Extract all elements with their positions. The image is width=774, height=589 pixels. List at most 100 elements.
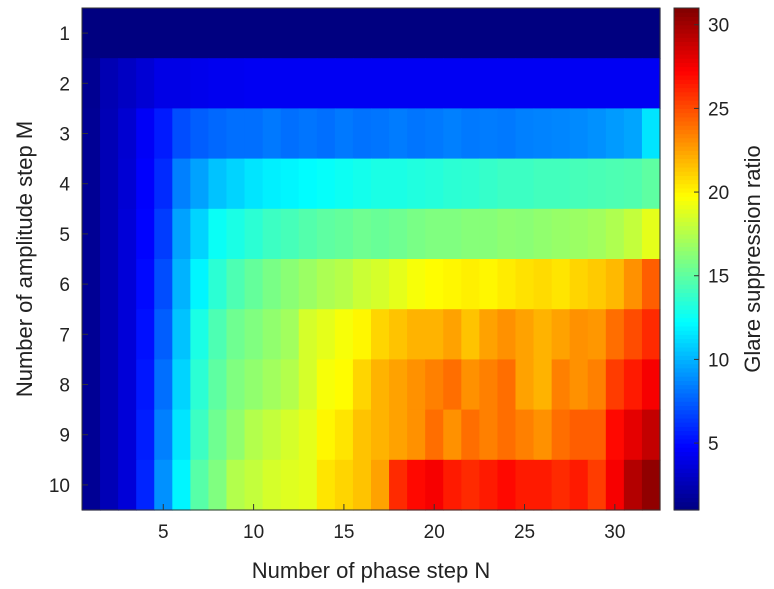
heatmap-cell bbox=[316, 259, 336, 310]
heatmap-cell bbox=[407, 409, 426, 461]
colorbar-label: Glare suppression ratio bbox=[740, 145, 765, 372]
heatmap-cell bbox=[118, 58, 137, 109]
colorbar-segment bbox=[674, 233, 699, 239]
heatmap-cell bbox=[100, 208, 119, 260]
heatmap-cell bbox=[641, 359, 661, 411]
colorbar-segment bbox=[674, 279, 699, 285]
colorbar-segment bbox=[674, 79, 699, 84]
heatmap-cell bbox=[515, 58, 535, 109]
colorbar-segment bbox=[674, 49, 699, 55]
heatmap-cell bbox=[497, 309, 517, 360]
heatmap-cell bbox=[443, 158, 462, 210]
colorbar-segment bbox=[674, 259, 699, 264]
heatmap-cell bbox=[533, 8, 553, 59]
heatmap-cell bbox=[352, 409, 372, 461]
heatmap-cell bbox=[551, 409, 571, 461]
heatmap-cell bbox=[641, 309, 661, 360]
heatmap-cell bbox=[262, 309, 282, 360]
colorbar-segment bbox=[674, 363, 699, 369]
colorbar-segment bbox=[674, 300, 699, 306]
colorbar-segment bbox=[674, 200, 699, 206]
heatmap-cell bbox=[172, 359, 191, 411]
heatmap-cell bbox=[497, 259, 517, 310]
heatmap-cell bbox=[425, 8, 444, 59]
heatmap-cell bbox=[244, 208, 264, 260]
heatmap-cell bbox=[82, 58, 101, 109]
colorbar-segment bbox=[674, 371, 699, 377]
colorbar-segment bbox=[674, 229, 699, 235]
heatmap-cell bbox=[407, 8, 426, 59]
heatmap-cell bbox=[244, 108, 264, 160]
heatmap-cell bbox=[515, 108, 535, 160]
heatmap-cell bbox=[298, 409, 318, 461]
heatmap-cell bbox=[623, 359, 643, 411]
heatmap-cell bbox=[605, 58, 625, 109]
heatmap-cell bbox=[425, 359, 444, 411]
heatmap-cell bbox=[533, 259, 553, 310]
heatmap-cell bbox=[118, 8, 137, 59]
colorbar-segment bbox=[674, 338, 699, 344]
heatmap-cell bbox=[154, 108, 173, 160]
heatmap-cell bbox=[569, 359, 589, 411]
heatmap-cell bbox=[461, 8, 480, 59]
colorbar-segment bbox=[674, 459, 699, 465]
heatmap-cell bbox=[389, 108, 408, 160]
x-axis-label: Number of phase step N bbox=[252, 558, 490, 583]
colorbar-segment bbox=[674, 133, 699, 139]
heatmap-cell bbox=[208, 158, 228, 210]
y-tick-label: 2 bbox=[59, 74, 70, 95]
heatmap-cell bbox=[371, 359, 390, 411]
colorbar-segment bbox=[674, 497, 699, 503]
heatmap-cell bbox=[371, 409, 390, 461]
heatmap-cell bbox=[172, 158, 191, 210]
heatmap-cell bbox=[82, 409, 101, 461]
heatmap-cell bbox=[334, 158, 354, 210]
colorbar-segment bbox=[674, 225, 699, 231]
colorbar-segment bbox=[674, 468, 699, 473]
heatmap-cell bbox=[479, 208, 499, 260]
colorbar-segment bbox=[674, 242, 699, 248]
heatmap-cell bbox=[154, 259, 173, 310]
colorbar-segment bbox=[674, 334, 699, 340]
colorbar-segment bbox=[674, 250, 699, 256]
colorbar-segment bbox=[674, 208, 699, 214]
heatmap-cell bbox=[334, 259, 354, 310]
heatmap-cell bbox=[226, 58, 246, 109]
heatmap-cell bbox=[569, 8, 589, 59]
heatmap-cell bbox=[497, 158, 517, 210]
y-tick-label: 1 bbox=[59, 24, 70, 45]
heatmap-cell bbox=[244, 309, 264, 360]
heatmap-cell bbox=[316, 158, 336, 210]
colorbar-segment bbox=[674, 505, 699, 511]
heatmap-cell bbox=[154, 359, 173, 411]
heatmap-cell bbox=[154, 58, 173, 109]
heatmap-cell bbox=[425, 409, 444, 461]
heatmap-cell bbox=[136, 309, 155, 360]
heatmap-cell bbox=[136, 359, 155, 411]
heatmap-cell bbox=[208, 409, 228, 461]
heatmap-cell bbox=[190, 459, 210, 511]
heatmap-cell bbox=[244, 259, 264, 310]
heatmap-cell bbox=[641, 8, 661, 59]
heatmap-cell bbox=[190, 8, 210, 59]
heatmap-cell bbox=[154, 409, 173, 461]
heatmap-cell bbox=[82, 259, 101, 310]
colorbar-segment bbox=[674, 62, 699, 68]
heatmap-cell bbox=[569, 208, 589, 260]
heatmap-cell bbox=[190, 409, 210, 461]
heatmap-cell bbox=[334, 208, 354, 260]
colorbar-segment bbox=[674, 45, 699, 51]
heatmap-cell bbox=[262, 459, 282, 511]
heatmap-cell bbox=[371, 208, 390, 260]
heatmap-cell bbox=[605, 459, 625, 511]
colorbar-segment bbox=[674, 37, 699, 43]
colorbar-segment bbox=[674, 401, 699, 407]
heatmap-cell bbox=[407, 208, 426, 260]
heatmap-cell bbox=[244, 8, 264, 59]
heatmap-cell bbox=[172, 208, 191, 260]
colorbar-segment bbox=[674, 166, 699, 172]
colorbar-segment bbox=[674, 397, 699, 402]
y-tick-label: 3 bbox=[59, 125, 70, 146]
